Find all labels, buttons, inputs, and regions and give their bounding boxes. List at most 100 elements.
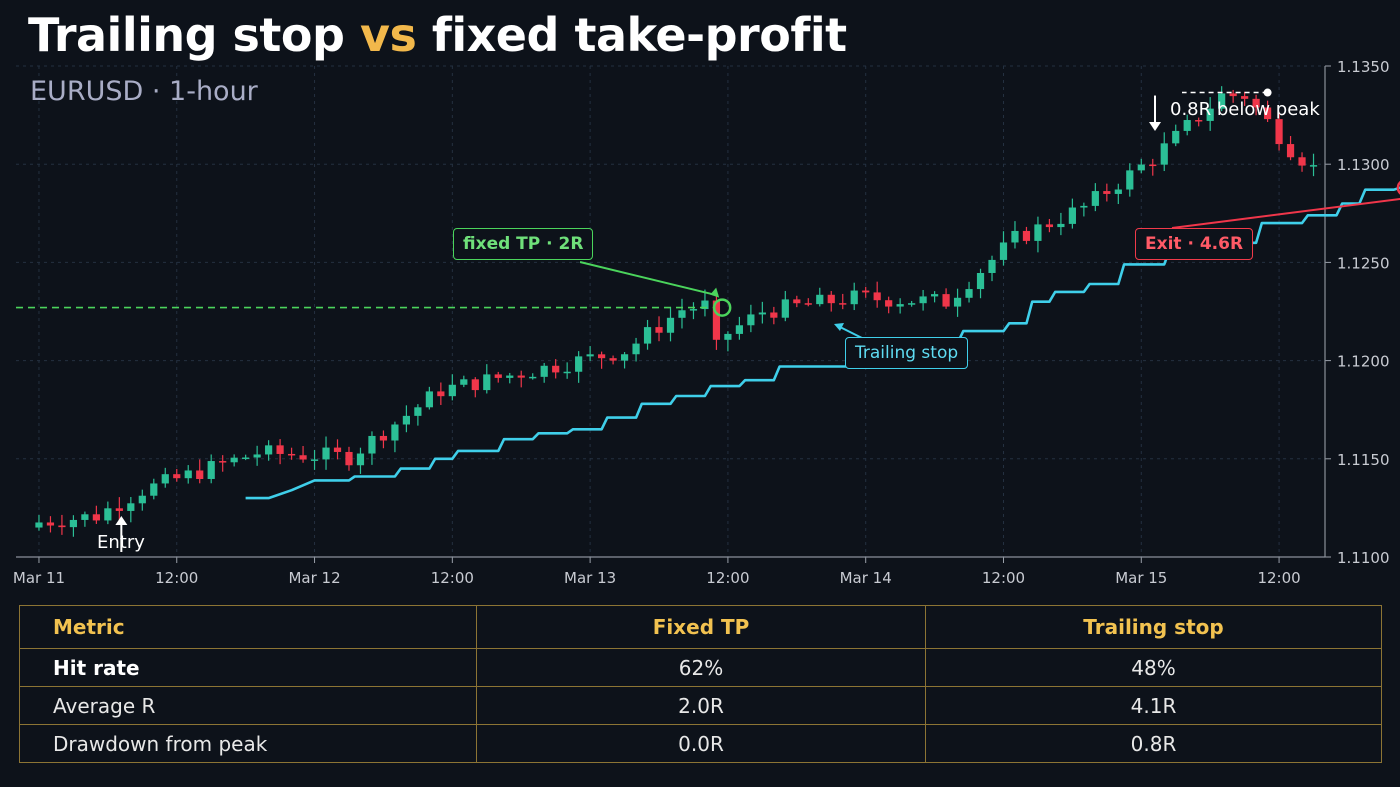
candle-body [414, 407, 422, 416]
candle-body [712, 300, 721, 340]
candle-body [919, 296, 927, 304]
candle-body [873, 292, 881, 301]
candle-body [471, 379, 479, 391]
candle-body [127, 503, 135, 511]
candle-body [1137, 164, 1145, 171]
candle-body [999, 242, 1008, 260]
candle-body [1160, 143, 1168, 165]
candle-body [953, 297, 962, 307]
row-fixed: 62% [476, 648, 926, 687]
candle-body [1045, 224, 1054, 228]
candle-body [976, 272, 985, 290]
candle-body [908, 303, 916, 305]
candle-body [1057, 223, 1065, 228]
candle-body [104, 508, 112, 521]
candle-body [460, 379, 468, 385]
x-tick-label: 12:00 [155, 569, 198, 587]
candle-body [758, 312, 766, 315]
candle-body [747, 314, 755, 326]
candle-body [402, 415, 411, 425]
candle-body [598, 354, 606, 359]
candle-body [368, 435, 376, 454]
candle-body [862, 290, 870, 293]
candle-body [265, 445, 273, 455]
candle-body [448, 384, 456, 397]
candle-body [1126, 170, 1134, 190]
x-tick-label: 12:00 [431, 569, 474, 587]
candle-body [35, 522, 43, 528]
candle-body [724, 333, 732, 340]
candle-body [701, 300, 709, 310]
exit-arrow [1171, 197, 1400, 229]
candle-body [827, 294, 835, 304]
candle-body [563, 371, 571, 374]
candle-body [735, 325, 743, 334]
candle-body [1286, 144, 1295, 158]
y-tick-label: 1.1150 [1337, 451, 1390, 469]
candle-body [242, 457, 250, 460]
candle-body [1034, 224, 1042, 241]
candle-body [287, 453, 296, 456]
header-metric: Metric [19, 605, 477, 649]
candle-body [219, 461, 227, 463]
title-part1: Trailing stop [28, 8, 360, 62]
candle-body [437, 391, 445, 397]
candle-body [678, 310, 686, 318]
x-tick-label: Mar 11 [13, 569, 65, 587]
candle-body [965, 289, 973, 298]
fixed-tp-arrow [579, 261, 719, 297]
candle-body [1298, 157, 1306, 166]
chart-axes: 1.1100 1.1150 1.1200 1.1250 1.1300 1.1350 Mar … [13, 58, 1390, 587]
candle-body [770, 312, 778, 318]
candle-body [666, 317, 675, 333]
title-vs: vs [359, 8, 417, 62]
candle-body [655, 327, 663, 333]
candle-body [150, 483, 158, 496]
candle-body [494, 374, 502, 378]
candles [35, 86, 1318, 537]
candle-body [689, 309, 698, 311]
y-tick-label: 1.1350 [1337, 58, 1390, 76]
y-tick-label: 1.1250 [1337, 254, 1390, 272]
candle-body [196, 470, 204, 479]
candle-body [930, 294, 939, 297]
candle-body [1195, 120, 1203, 122]
candle-body [322, 447, 330, 460]
candle-body [575, 356, 583, 372]
candle-body [586, 354, 594, 357]
candle-body [540, 365, 548, 377]
candle-body [1068, 207, 1076, 224]
candle-body [425, 391, 433, 408]
table-row: Drawdown from peak 0.0R 0.8R [19, 724, 1382, 763]
candle-body [552, 365, 560, 373]
candle-body [1275, 119, 1283, 145]
candle-body [69, 519, 78, 528]
candle-body [345, 451, 353, 466]
metrics-table: Metric Fixed TP Trailing stop Hit rate 6… [19, 605, 1382, 763]
y-tick-label: 1.1300 [1337, 156, 1390, 174]
candle-body [804, 303, 812, 305]
row-metric: Hit rate [19, 648, 477, 687]
candle-body [793, 299, 801, 304]
row-fixed: 0.0R [476, 724, 926, 763]
candle-body [1022, 230, 1031, 241]
candle-body [46, 522, 55, 526]
candlestick-chart: 1.1100 1.1150 1.1200 1.1250 1.1300 1.1350 Mar … [13, 58, 1400, 587]
candle-body [138, 495, 146, 504]
peak-drawdown-label: 0.8R below peak [1170, 99, 1320, 120]
candle-body [92, 514, 100, 521]
candle-body [609, 358, 617, 361]
candle-body [781, 299, 789, 318]
y-tick-label: 1.1100 [1337, 549, 1390, 567]
candle-body [1080, 205, 1088, 208]
candle-body [276, 445, 284, 454]
candle-body [391, 424, 399, 441]
fixed-tp-hit-marker [712, 298, 732, 317]
candle-body [483, 374, 491, 391]
row-trailing: 48% [925, 648, 1382, 687]
title-part2: fixed take-profit [416, 8, 847, 62]
trailing-stop-line [245, 186, 1400, 500]
candle-body [1011, 230, 1019, 243]
x-tick-label: 12:00 [982, 569, 1025, 587]
candle-body [173, 474, 181, 479]
